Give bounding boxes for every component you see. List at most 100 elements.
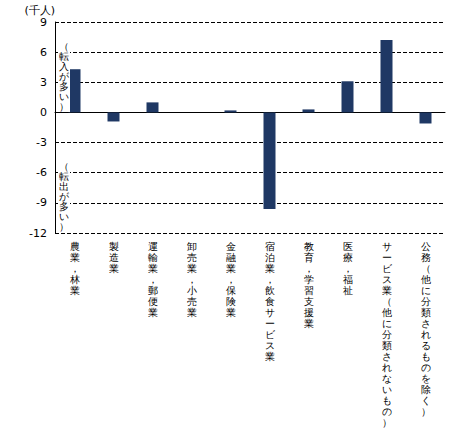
svg-text:飲: 飲 [265,285,275,296]
svg-text:れ: れ [382,362,392,373]
svg-text:業: 業 [187,263,197,274]
svg-text:の: の [382,406,392,417]
svg-text:，: ， [148,274,158,285]
svg-text:-12: -12 [29,227,47,240]
svg-text:業: 業 [304,318,314,329]
svg-text:-3: -3 [36,136,47,149]
svg-text:）: ） [382,417,392,428]
svg-text:，: ， [304,263,314,274]
svg-text:業: 業 [148,307,158,318]
svg-text:公: 公 [421,241,431,252]
svg-text:運: 運 [148,241,158,252]
svg-text:売: 売 [187,252,197,263]
svg-text:類: 類 [382,340,392,351]
svg-text:サ: サ [382,241,392,252]
svg-text:，: ， [70,263,80,274]
svg-text:（: （ [421,263,431,274]
svg-text:さ: さ [421,318,431,329]
svg-text:業: 業 [70,252,80,263]
svg-text:ス: ス [382,274,392,285]
svg-text:習: 習 [304,285,314,296]
svg-text:，: ， [265,274,275,285]
svg-text:(千人): (千人) [24,4,55,17]
svg-text:務: 務 [421,252,431,263]
svg-text:ー: ー [265,318,275,329]
svg-text:-6: -6 [36,166,47,179]
svg-text:，: ， [187,274,197,285]
svg-text:療: 療 [343,252,353,263]
svg-text:卸: 卸 [187,241,197,252]
svg-text:教: 教 [304,241,314,252]
svg-text:医: 医 [343,241,353,252]
svg-text:金: 金 [226,241,236,252]
svg-text:林: 林 [69,274,80,285]
svg-text:転: 転 [59,50,69,62]
svg-text:，: ， [226,274,236,285]
svg-text:祉: 祉 [343,285,353,296]
svg-text:類: 類 [421,307,431,318]
svg-text:に: に [382,318,392,329]
svg-text:0: 0 [40,106,47,119]
svg-text:サ: サ [265,307,275,318]
svg-text:険: 険 [226,296,236,307]
svg-text:3: 3 [40,76,47,89]
svg-text:9: 9 [40,16,47,29]
svg-text:分: 分 [421,296,431,307]
svg-text:造: 造 [109,252,119,263]
svg-text:小: 小 [187,285,197,296]
svg-text:業: 業 [265,351,275,362]
svg-text:を: を [421,373,431,384]
svg-text:の: の [421,362,431,373]
svg-text:入: 入 [59,60,69,72]
svg-text:ビ: ビ [265,329,276,340]
svg-text:福: 福 [343,274,353,285]
svg-text:業: 業 [226,307,236,318]
svg-text:保: 保 [226,285,236,296]
svg-text:ス: ス [265,340,275,351]
svg-text:（: （ [382,296,392,307]
svg-text:も: も [382,395,392,406]
svg-text:学: 学 [304,274,314,285]
svg-text:食: 食 [265,296,275,307]
svg-text:い: い [382,384,392,395]
svg-text:れ: れ [421,329,431,340]
svg-text:除: 除 [421,384,431,395]
svg-text:さ: さ [382,351,392,362]
svg-text:，: ， [343,263,353,274]
svg-text:業: 業 [382,285,392,296]
svg-text:業: 業 [148,263,158,274]
svg-text:援: 援 [304,307,314,318]
svg-text:る: る [421,340,431,351]
svg-text:育: 育 [304,252,314,263]
svg-text:-9: -9 [36,196,47,209]
svg-text:）: ） [59,101,69,112]
svg-text:業: 業 [70,285,80,296]
svg-text:な: な [382,373,392,384]
svg-text:他: 他 [382,307,392,318]
svg-text:く: く [421,395,431,406]
svg-text:）: ） [421,406,431,417]
svg-text:宿: 宿 [265,241,275,252]
svg-text:も: も [421,351,431,362]
svg-text:農: 農 [70,241,80,252]
svg-text:に: に [421,285,431,296]
svg-text:郵: 郵 [148,285,158,296]
svg-text:泊: 泊 [265,252,275,263]
svg-text:輸: 輸 [148,252,158,263]
svg-text:支: 支 [304,296,314,307]
svg-text:融: 融 [226,252,236,263]
svg-text:業: 業 [226,263,236,274]
svg-text:製: 製 [109,241,119,252]
svg-text:6: 6 [40,46,47,59]
svg-text:が: が [59,70,69,82]
svg-text:ー: ー [382,252,392,263]
svg-text:ビ: ビ [382,263,393,274]
svg-text:他: 他 [421,274,431,285]
svg-text:業: 業 [187,307,197,318]
svg-text:業: 業 [265,263,275,274]
svg-text:売: 売 [187,296,197,307]
svg-text:分: 分 [382,329,392,340]
svg-text:）: ） [59,221,69,232]
svg-text:便: 便 [148,296,158,307]
svg-text:業: 業 [109,263,119,274]
